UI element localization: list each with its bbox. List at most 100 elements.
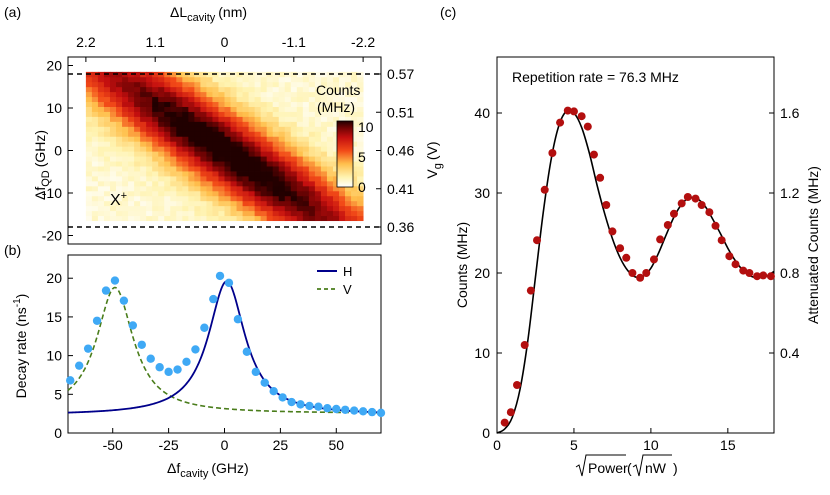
heatmap-cell <box>260 76 268 83</box>
heatmap-cell <box>206 171 213 177</box>
heatmap-cell <box>116 156 123 162</box>
heatmap-cell <box>351 121 358 127</box>
heatmap-cell <box>278 171 286 177</box>
heatmap-cell <box>302 210 310 217</box>
heatmap-cell <box>357 91 364 98</box>
heatmap-cell <box>308 91 316 98</box>
heatmap-cell <box>224 161 231 167</box>
heatmap-cell <box>326 141 334 147</box>
heatmap-cell <box>97 195 105 202</box>
heatmap-cell <box>206 141 213 147</box>
series-h-fit <box>67 280 382 414</box>
heatmap-cell <box>152 205 159 212</box>
heatmap-cell <box>254 86 262 93</box>
heatmap-cell <box>236 106 243 112</box>
heatmap-cell <box>128 126 135 132</box>
heatmap-cell <box>182 131 189 137</box>
heatmap-cell <box>212 210 219 217</box>
heatmap-cell <box>85 146 93 152</box>
heatmap-cell <box>122 180 129 187</box>
heatmap-cell <box>212 106 219 112</box>
y-tick-label-b: 10 <box>46 348 62 364</box>
series-v-fit <box>67 286 382 414</box>
heatmap-cell <box>85 195 93 202</box>
heatmap-cell <box>357 210 364 217</box>
x-axis-title-b-sub: cavity <box>180 468 209 480</box>
heatmap-cell <box>351 106 358 112</box>
heatmap-cell <box>248 215 256 222</box>
counts-data-point <box>556 118 565 127</box>
heatmap-cell <box>302 121 310 127</box>
heatmap-cell <box>109 190 117 197</box>
heatmap-cell <box>212 200 219 207</box>
heatmap-cell <box>351 171 358 177</box>
heatmap-cell <box>272 141 280 147</box>
heatmap-cell <box>212 190 219 197</box>
heatmap-cell <box>188 126 195 132</box>
heatmap-cell <box>176 111 183 117</box>
heatmap-cell <box>140 171 147 177</box>
heatmap-cell <box>290 86 298 93</box>
heatmap-cell <box>91 131 99 137</box>
heatmap-cell <box>290 176 298 182</box>
heatmap-cell <box>308 195 316 202</box>
heatmap-cell <box>230 215 237 222</box>
heatmap-cell <box>242 76 250 83</box>
heatmap-cell <box>302 176 310 182</box>
heatmap-cell <box>164 121 171 127</box>
colorbar-ticks: 10 5 0 <box>358 119 374 195</box>
heatmap-cell <box>97 200 105 207</box>
heatmap-cell <box>326 151 334 157</box>
heatmap-cell <box>314 161 322 167</box>
heatmap-cell <box>351 180 358 187</box>
heatmap-cell <box>320 76 328 83</box>
heatmap-cell <box>230 205 237 212</box>
heatmap-cell <box>170 200 177 207</box>
heatmap-cell <box>272 96 280 103</box>
heatmap-cell <box>242 200 250 207</box>
counts-data-point <box>753 272 762 281</box>
heatmap-cell <box>85 121 93 127</box>
heatmap-cell <box>122 91 129 98</box>
heatmap-cell <box>254 176 262 182</box>
heatmap-cell <box>332 190 340 197</box>
heatmap-cell <box>158 111 165 117</box>
heatmap-cell <box>152 176 159 182</box>
heatmap-cell <box>260 205 268 212</box>
x-tick-label-b: 50 <box>328 437 344 453</box>
heatmap-cell <box>134 205 141 212</box>
heatmap-cell <box>248 195 256 202</box>
heatmap-cell <box>85 106 93 112</box>
heatmap-cell <box>164 131 171 137</box>
heatmap-cell <box>248 131 256 137</box>
heatmap-cell <box>314 180 322 187</box>
heatmap-cell <box>248 126 256 132</box>
heatmap-cell <box>332 86 340 93</box>
heatmap-cell <box>212 76 219 83</box>
heatmap-cell <box>212 156 219 162</box>
heatmap-cell <box>170 71 177 78</box>
heatmap-cell <box>326 81 334 88</box>
heatmap-cell <box>320 195 328 202</box>
heatmap-cell <box>314 131 322 137</box>
heatmap-cell <box>290 96 298 103</box>
right-axis-title-a-main: V <box>424 169 440 179</box>
heatmap-cell <box>91 121 99 127</box>
decay-data-point <box>215 271 225 281</box>
heatmap-cell <box>158 215 165 222</box>
y-axis-title-c: Counts (MHz) <box>454 222 470 308</box>
heatmap-cell <box>230 171 237 177</box>
heatmap-cell <box>260 116 268 122</box>
heatmap-cell <box>242 190 250 197</box>
heatmap-cell <box>128 86 135 93</box>
heatmap-cell <box>224 76 231 83</box>
heatmap-cell <box>85 161 93 167</box>
decay-data-point <box>367 407 377 417</box>
heatmap-cell <box>357 151 364 157</box>
heatmap-cell <box>266 171 274 177</box>
heatmap-cell <box>146 101 153 107</box>
heatmap-cell <box>103 200 111 207</box>
heatmap-cell <box>320 210 328 217</box>
heatmap-cell <box>224 151 231 157</box>
